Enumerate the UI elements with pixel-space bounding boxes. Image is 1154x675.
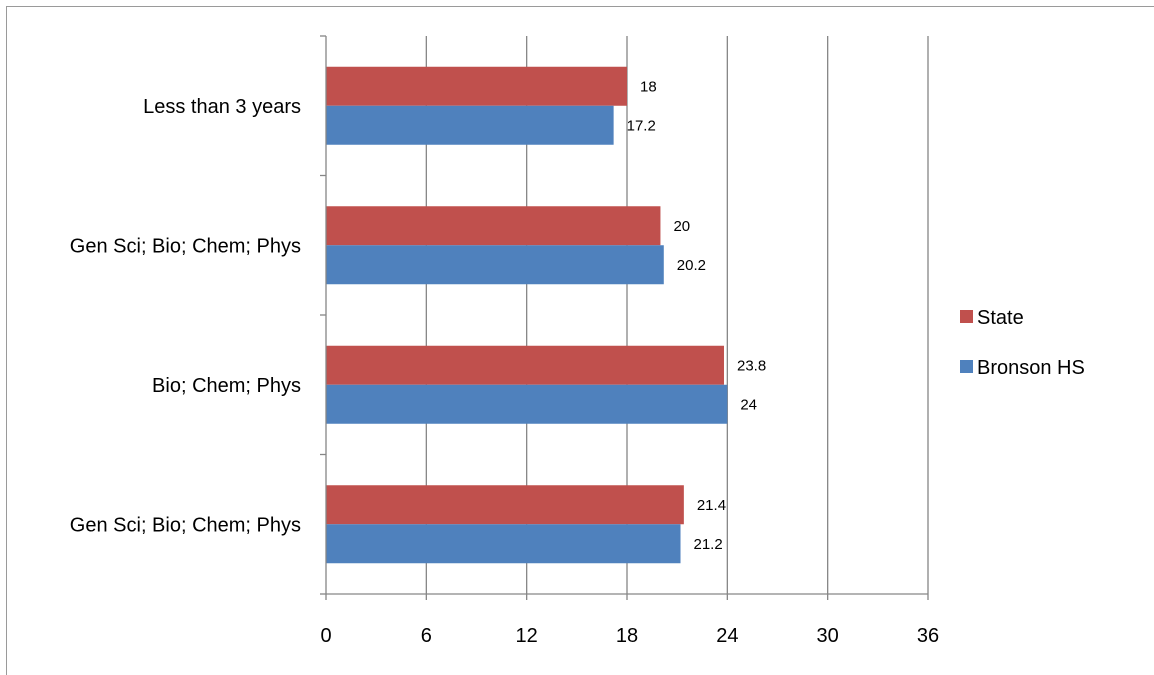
bar-bronson-hs-3 [326,105,614,145]
bar-bronson-hs-0 [326,524,681,564]
bar-bronson-hs-2 [326,245,664,285]
x-tick-label: 12 [516,625,538,647]
bar-state-2 [326,206,661,246]
x-tick-label: 30 [817,625,839,647]
x-tick-label: 36 [917,625,939,647]
data-label: 24 [740,396,757,413]
data-label: 21.4 [697,497,726,514]
bar-state-3 [326,66,627,106]
x-tick-label: 18 [616,625,638,647]
legend-label: Bronson HS [977,357,1085,379]
legend-label: State [977,307,1024,329]
category-label: Bio; Chem; Phys [152,375,301,397]
x-tick-label: 24 [716,625,738,647]
chart-frame [6,6,1154,675]
category-label: Gen Sci; Bio; Chem; Phys [70,514,301,536]
data-label: 17.2 [627,117,656,134]
category-label: Gen Sci; Bio; Chem; Phys [70,235,301,257]
data-label: 20.2 [677,257,706,274]
bar-state-0 [326,485,684,525]
category-label: Less than 3 years [143,96,301,118]
bar-state-1 [326,345,724,385]
data-label: 18 [640,78,657,95]
data-label: 21.2 [694,536,723,553]
data-label: 23.8 [737,357,766,374]
legend-swatch-bronson-hs [960,360,973,373]
legend-swatch-state [960,310,973,323]
x-tick-label: 0 [320,625,331,647]
x-tick-label: 6 [421,625,432,647]
data-label: 20 [673,218,690,235]
bar-bronson-hs-1 [326,384,728,424]
